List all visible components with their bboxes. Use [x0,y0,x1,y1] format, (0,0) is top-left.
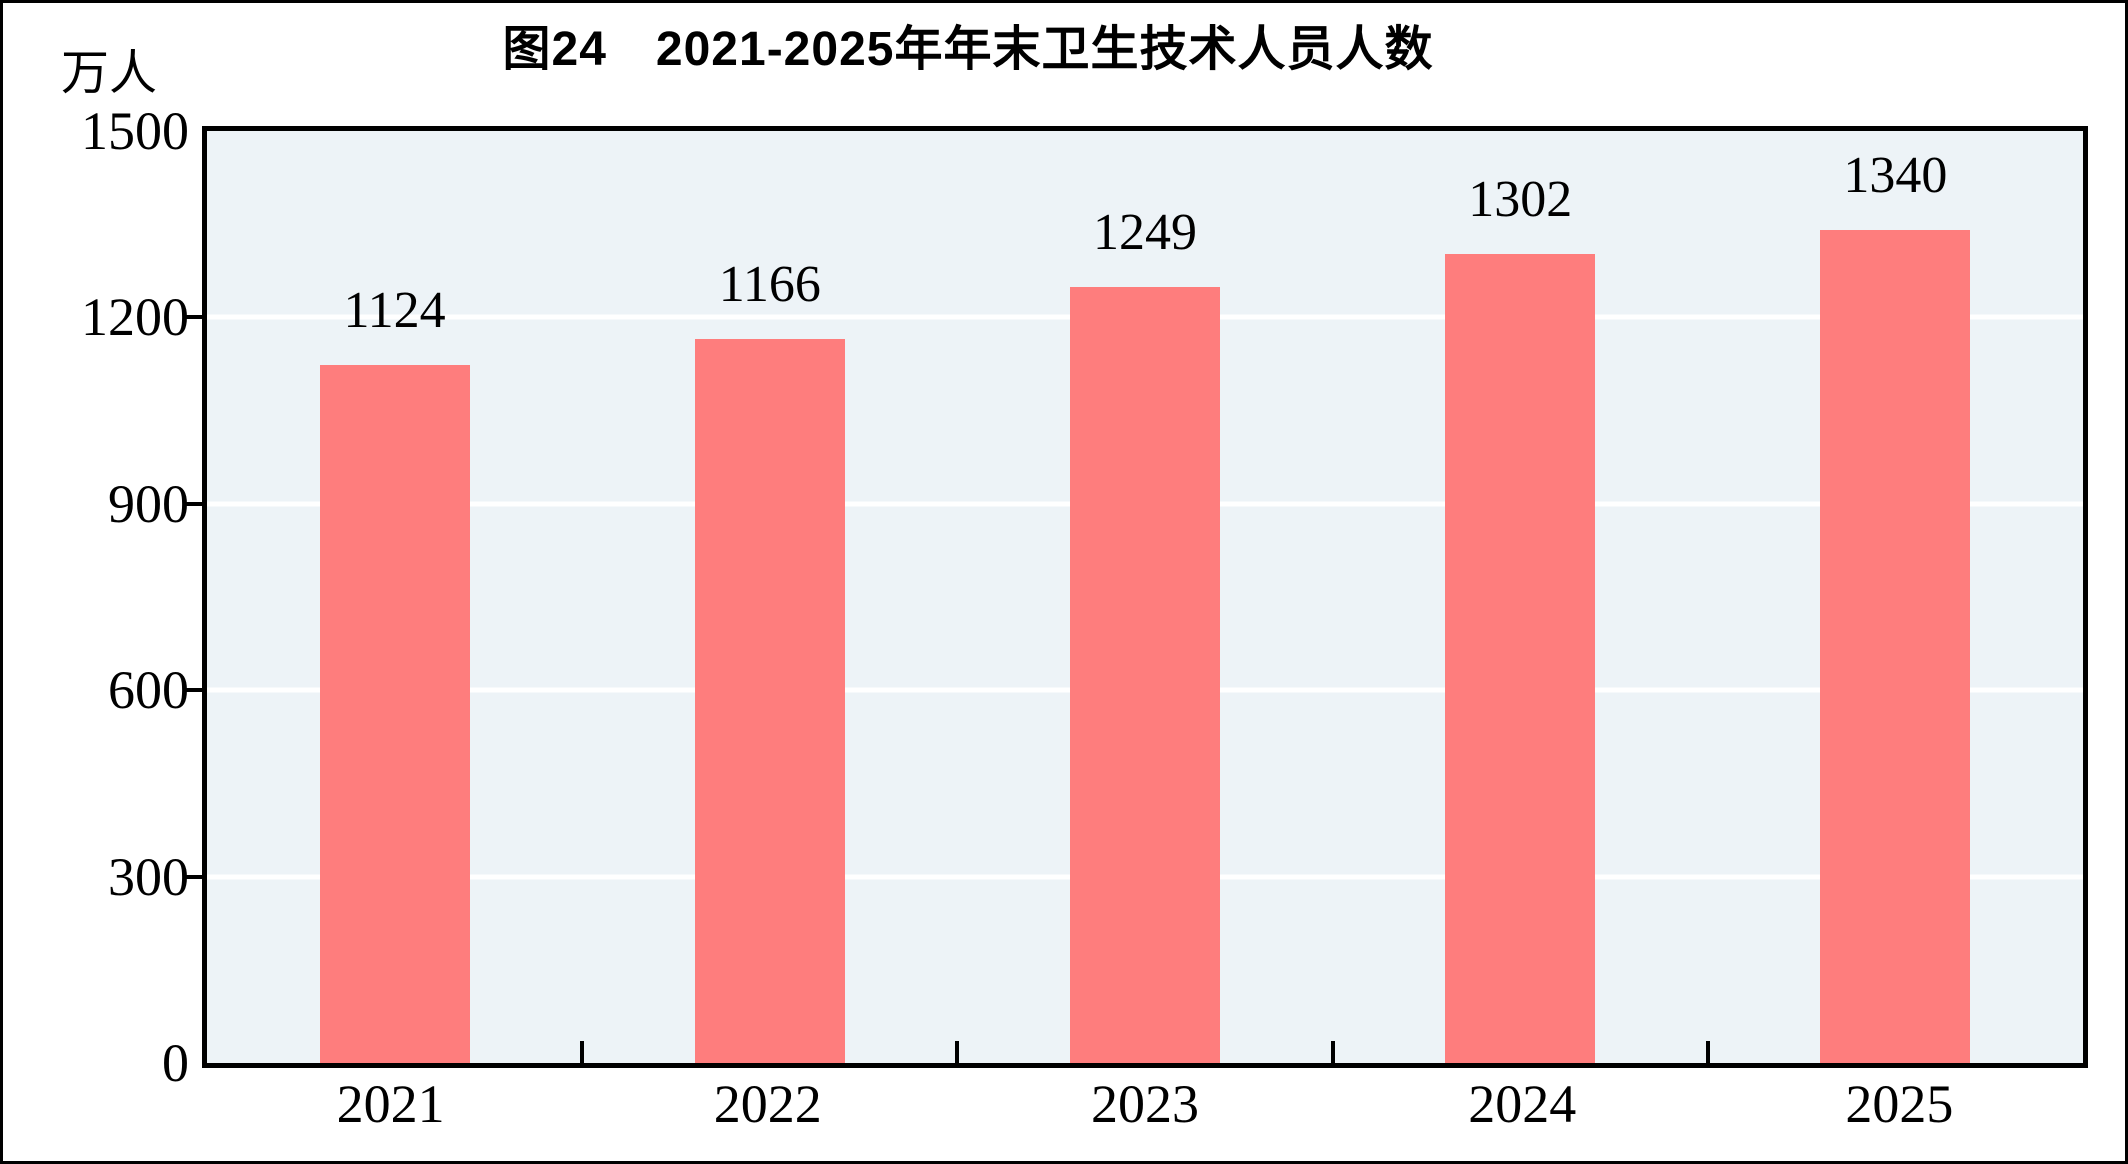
y-axis-tick-marks [185,131,207,1063]
y-axis-tick-mark [185,874,207,879]
bar-slot: 1124 [207,131,582,1063]
y-axis-tick-mark [185,501,207,506]
bar-slot: 1249 [957,131,1332,1063]
bar-value-label: 1302 [1468,171,1573,229]
x-axis-label-2024: 2024 [1468,1074,1577,1134]
bar-value-label: 1340 [1843,147,1948,205]
bar-slot: 1166 [582,131,957,1063]
plot-area: 1124 1166 1249 1302 1340 [202,126,2088,1068]
x-axis-label-2025: 2025 [1845,1074,1954,1134]
y-axis-tick-label: 900 [108,473,189,534]
y-axis-tick-label: 0 [162,1033,189,1093]
y-axis-tick-mark [185,315,207,320]
bar-2021: 1124 [319,284,470,1063]
x-axis-tick-mark [955,1041,960,1063]
y-axis-tick-label: 300 [108,846,189,907]
bars-layer: 1124 1166 1249 1302 1340 [207,131,2083,1063]
y-axis-tick-label: 1500 [81,101,189,161]
y-axis-unit-label: 万人 [61,47,158,100]
chart-title: 图24 2021-2025年年末卫生技术人员人数 [502,23,1434,76]
y-axis-tick-label: 1200 [81,287,189,348]
y-axis-tick-label: 600 [108,660,189,721]
bar-slot: 1340 [1708,131,2083,1063]
bar-value-label: 1124 [343,281,446,339]
bar-slot: 1302 [1333,131,1708,1063]
bar-value-label: 1166 [718,255,821,313]
x-axis-tick-mark [1330,1041,1335,1063]
bar-2024: 1302 [1445,174,1596,1063]
x-axis-label-2022: 2022 [713,1074,822,1134]
x-axis-label-2021: 2021 [336,1074,445,1134]
bar-2022: 1166 [694,258,845,1063]
x-axis-labels: 2021 2022 2023 2024 2025 [202,1077,2088,1131]
bar-2025: 1340 [1820,150,1971,1063]
y-axis-tick-mark [185,688,207,693]
x-axis-tick-mark [580,1041,585,1063]
bar-value-label: 1249 [1092,203,1197,261]
y-axis-tick-labels: 0 300 600 900 1200 1500 [3,104,199,1090]
x-axis-label-2023: 2023 [1091,1074,1199,1134]
x-axis-tick-mark [1705,1041,1710,1063]
bar-2023: 1249 [1069,206,1220,1063]
